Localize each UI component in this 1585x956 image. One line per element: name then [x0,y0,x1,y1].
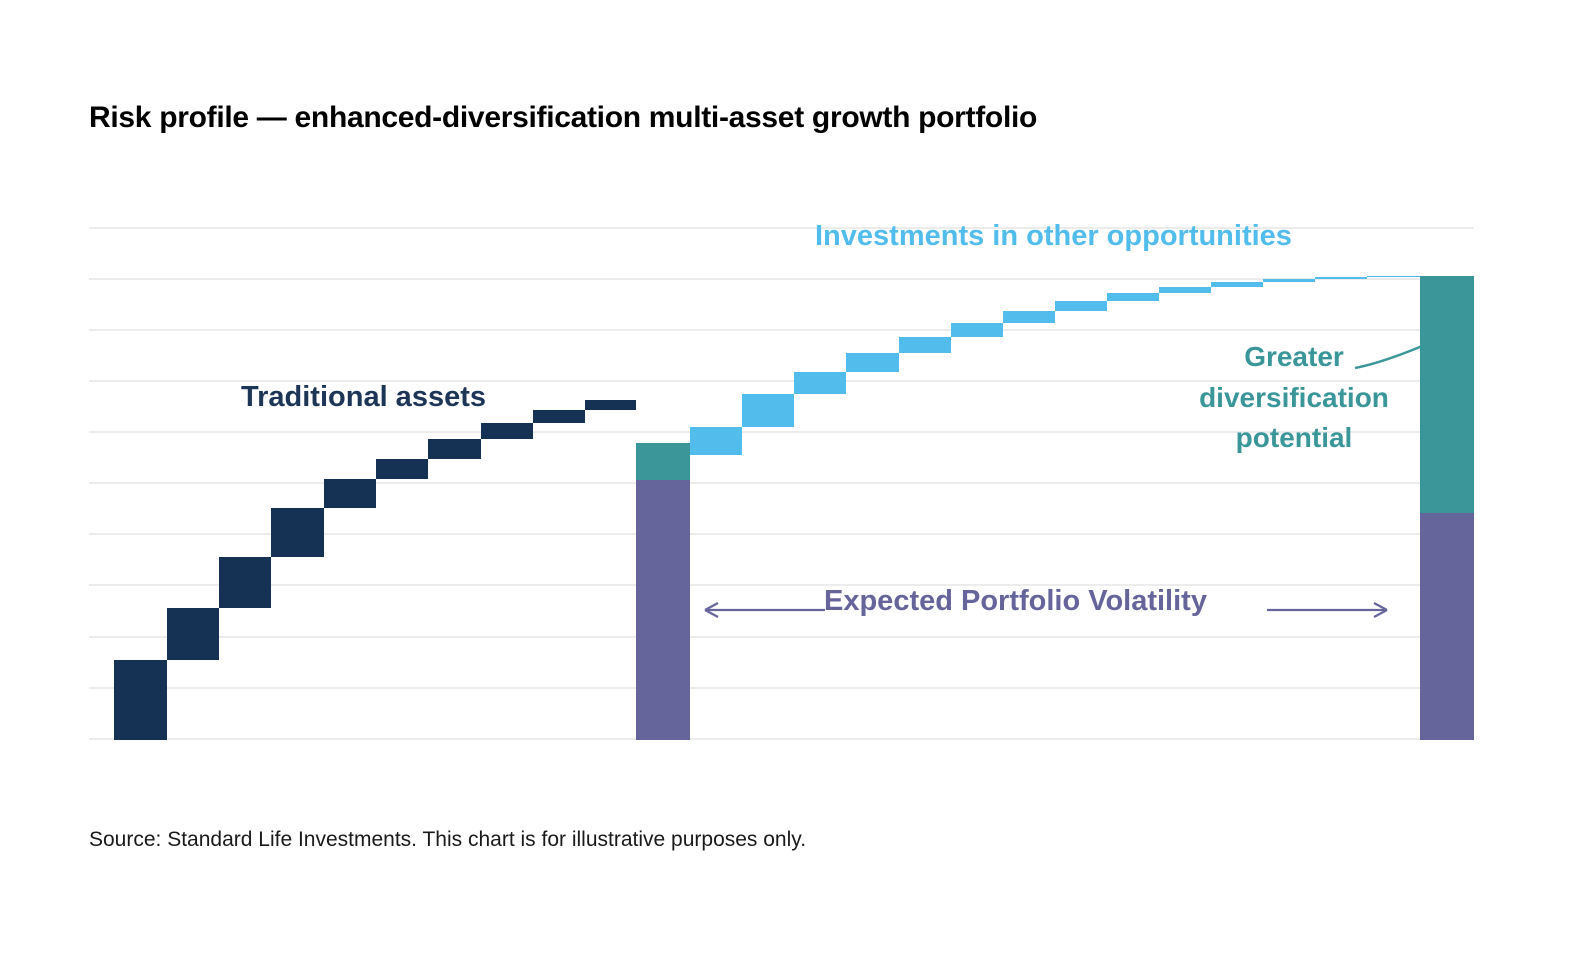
annotation-investments-other-opportunities: Investments in other opportunities [815,220,1292,252]
stacked-bar-segment [1420,513,1474,740]
staircase-step [324,479,376,508]
staircase-step [1211,282,1263,287]
staircase-step [742,394,794,427]
page-title: Risk profile — enhanced-diversification … [89,101,1038,134]
staircase-step [899,337,951,353]
chart-plot-area: Investments in other opportunities Tradi… [89,220,1474,740]
staircase-step [1263,279,1315,282]
staircase-step [219,557,271,608]
gridline [89,687,1474,689]
staircase-step [951,323,1003,337]
stacked-bar-segment [636,480,690,740]
annotation-traditional-assets: Traditional assets [241,381,486,413]
annotation-greater-diversification-potential: Greater diversification potential [1199,341,1389,454]
gridline [89,227,1474,229]
stacked-bar-segment [636,443,690,480]
staircase-step [1159,287,1211,293]
annotation-expected-portfolio-volatility: Expected Portfolio Volatility [824,585,1207,617]
staircase-step [846,353,899,372]
gridline [89,380,1474,382]
staircase-step [585,400,636,410]
staircase-step [1315,277,1367,279]
staircase-step [114,660,167,740]
gridline [89,738,1474,740]
staircase-step [1367,276,1420,277]
curved-arrow-icon [1354,328,1463,370]
stacked-bar-segment [1420,276,1474,513]
staircase-step [428,439,481,459]
staircase-step [481,423,533,439]
staircase-step [690,427,742,455]
gridline [89,482,1474,484]
gridline [89,636,1474,638]
staircase-step [376,459,428,479]
staircase-step [1055,301,1107,311]
arrow-left-icon [704,602,825,618]
staircase-step [794,372,846,394]
gridline [89,584,1474,586]
staircase-step [533,410,585,423]
gridline [89,278,1474,280]
source-note: Source: Standard Life Investments. This … [89,828,807,851]
staircase-step [167,608,219,660]
gridline [89,431,1474,433]
staircase-step [271,508,324,557]
gridline [89,329,1474,331]
arrow-right-icon [1267,602,1388,618]
staircase-step [1003,311,1055,323]
gridline [89,533,1474,535]
staircase-step [1107,293,1159,301]
